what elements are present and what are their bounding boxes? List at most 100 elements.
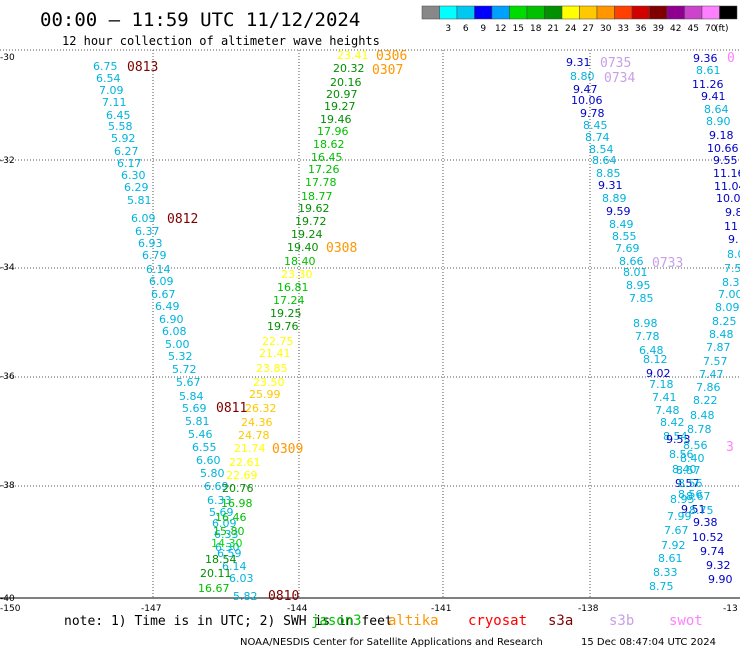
track-c-wave-height: 8.12	[643, 353, 668, 366]
track-c-wave-height: 8.98	[633, 317, 658, 330]
legend-swatch	[561, 5, 580, 20]
track-d-wave-height: 8.22	[693, 394, 718, 407]
satellite-label-swot: swot	[669, 613, 703, 629]
legend-unit: (ft)	[715, 24, 729, 34]
track-d-wave-height: 11.04	[714, 180, 740, 193]
pass-time-label: 0309	[272, 442, 303, 457]
pass-time-label: 0810	[268, 589, 299, 604]
legend-tick-label: 39	[653, 24, 665, 34]
legend-swatch	[701, 5, 720, 20]
track-a-wave-height: 5.72	[172, 363, 197, 376]
track-d-wave-height: 7.5	[724, 262, 740, 275]
track-c-wave-height: 8.01	[623, 266, 648, 279]
generated-timestamp: 15 Dec 08:47:04 UTC 2024	[581, 637, 716, 648]
legend-tick-label: 33	[618, 24, 629, 34]
track-a-wave-height: 6.29	[124, 181, 149, 194]
track-b-wave-height: 22.75	[262, 335, 294, 348]
track-c-wave-height: 8.64	[592, 154, 617, 167]
track-c-wave-height: 8.45	[583, 119, 608, 132]
track-a-wave-height: 5.69	[182, 402, 207, 415]
track-d-wave-height: 7.57	[703, 355, 728, 368]
track-b-wave-height: 21.74	[234, 442, 266, 455]
track-d-wave-height: 8.90	[706, 115, 731, 128]
track-b-wave-height: 16.45	[311, 151, 343, 164]
track-d-wave-height: 8.64	[704, 103, 729, 116]
track-d-wave-height: 9.74	[700, 545, 725, 558]
track-c-wave-height: 8.54	[663, 430, 688, 443]
track-b-wave-height: 23.85	[256, 362, 288, 375]
track-b-wave-height: 17.24	[273, 294, 305, 307]
legend-tick-label: 18	[530, 24, 542, 34]
track-c-wave-height: 8.49	[609, 218, 634, 231]
track-d-wave-height: 8.57	[676, 464, 701, 477]
track-b-wave-height: 19.62	[298, 202, 330, 215]
legend-tick-label: 42	[670, 24, 681, 34]
color-legend: 3 6 9 12 15 18 21 24 27 30 33 36 39 42 45 70	[421, 5, 738, 34]
satellite-legend: jason3 altika cryosat s3a s3b swot	[311, 613, 703, 629]
track-d-wave-height: 10.0	[716, 192, 740, 205]
track-b-wave-height: 25.99	[249, 388, 281, 401]
track-c-wave-height: 8.85	[596, 167, 621, 180]
track-b-wave-height: 19.72	[295, 215, 327, 228]
track-d-wave-height: 9.18	[709, 129, 734, 142]
track-b-wave-height: 20.16	[330, 76, 362, 89]
track-c-wave-height: 8.42	[660, 416, 685, 429]
track-d-wave-height: 8.48	[709, 328, 734, 341]
track-d-wave-height: 8.61	[696, 64, 721, 77]
latitude-label: -32	[0, 156, 15, 166]
track-b-wave-height: 22.61	[229, 456, 261, 469]
track-d-wave-height: 8.75	[689, 504, 714, 517]
pass-time-label: 0734	[604, 71, 635, 86]
track-a-wave-height: 5.84	[179, 390, 204, 403]
track-a-wave-height: 7.11	[102, 96, 127, 109]
pass-time-label: 0733	[652, 256, 683, 271]
track-d-wave-height: 9.36	[693, 52, 718, 65]
legend-swatch	[544, 5, 563, 20]
track-d-wave-height: 10.52	[692, 531, 724, 544]
track-a-wave-height: 6.55	[192, 441, 217, 454]
track-a-wave-height: 7.09	[99, 84, 124, 97]
satellite-label-jason3: jason3	[311, 613, 362, 629]
track-a-wave-height: 6.93	[138, 237, 163, 250]
track-a-wave-height: 6.30	[215, 541, 240, 554]
track-a-wave-height: 6.09	[212, 517, 237, 530]
legend-swatch	[666, 5, 685, 20]
track-a-wave-height: 5.80	[200, 467, 225, 480]
track-a-wave-height: 6.27	[114, 145, 139, 158]
legend-tick-label: 15	[513, 24, 524, 34]
track-c-wave-height: 8.74	[585, 131, 610, 144]
track-a-wave-height: 6.14	[146, 263, 171, 276]
track-a-wave-height: 6.79	[142, 249, 167, 262]
latitude-label: -36	[0, 372, 15, 382]
longitude-label: -13	[723, 604, 738, 614]
track-c-wave-height: 8.66	[619, 255, 644, 268]
track-d-wave-height: 8.56	[683, 439, 708, 452]
track-b-wave-height: 19.25	[270, 307, 302, 320]
track-d-wave-height: 8.40	[680, 452, 705, 465]
legend-tick-label: 6	[463, 24, 469, 34]
track-c-wave-height: 9.47	[573, 83, 598, 96]
track-a-wave-height: 5.81	[127, 194, 152, 207]
track-b-wave-height: 18.62	[313, 138, 345, 151]
track-b-wave-height: 23.30	[281, 268, 313, 281]
track-c-wave-height: 8.56	[678, 488, 703, 501]
track-a-wave-height: 6.09	[131, 212, 156, 225]
track-d-wave-height: 8.3	[722, 276, 740, 289]
track-a-wave-height: 5.58	[108, 120, 133, 133]
map-subtitle: 12 hour collection of altimeter wave hei…	[62, 34, 380, 48]
pass-time-label: 0307	[372, 63, 403, 78]
track-d-wave-height: 9.90	[708, 573, 733, 586]
track-a-wave-height: 5.00	[165, 338, 190, 351]
track-b-wave-height: 18.77	[301, 190, 333, 203]
track-a-wave-height: 5.92	[111, 132, 136, 145]
legend-swatch	[474, 5, 493, 20]
track-a-wave-height: 6.33	[207, 494, 232, 507]
credit-text: NOAA/NESDIS Center for Satellite Applica…	[240, 637, 543, 648]
track-a-wave-height: 5.46	[188, 428, 213, 441]
track-b-wave-height: 20.32	[333, 62, 365, 75]
track-c-wave-height: 9.31	[566, 56, 591, 69]
legend-tick-label: 70	[705, 24, 717, 34]
